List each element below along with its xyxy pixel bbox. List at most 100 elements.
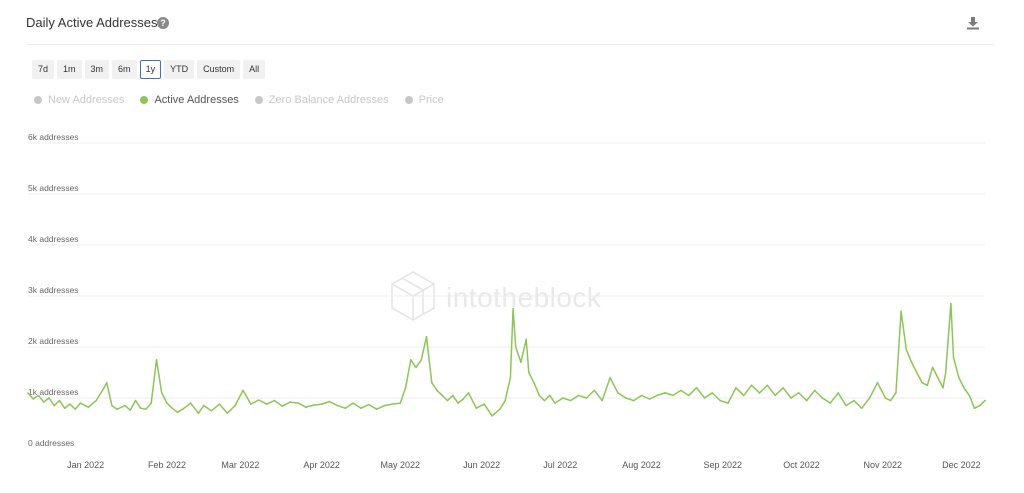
data-point: [952, 356, 955, 359]
range-button-3m[interactable]: 3m: [84, 60, 110, 79]
legend-item-price[interactable]: Price: [404, 94, 444, 106]
data-point: [265, 403, 268, 405]
data-point: [320, 403, 323, 405]
data-point: [533, 381, 535, 384]
x-tick-label: May 2022: [381, 460, 421, 470]
x-tick-label: Mar 2022: [221, 460, 259, 470]
data-point: [391, 403, 394, 405]
x-tick-label: Aug 2022: [622, 460, 661, 470]
data-point: [336, 404, 339, 407]
y-tick-label: 1k addresses: [28, 387, 79, 397]
data-point: [900, 310, 902, 313]
data-point: [944, 371, 947, 374]
data-point: [197, 412, 200, 415]
data-point: [475, 407, 478, 410]
data-point: [74, 408, 76, 411]
data-point: [420, 359, 423, 361]
data-point: [383, 404, 386, 407]
data-point: [32, 398, 34, 400]
data-point: [436, 389, 438, 392]
data-point: [53, 404, 55, 407]
data-point: [273, 399, 276, 402]
data-point: [37, 394, 40, 397]
data-point: [601, 399, 603, 402]
x-tick-label: Feb 2022: [148, 460, 186, 470]
range-button-1y[interactable]: 1y: [139, 60, 162, 79]
data-point: [446, 399, 449, 402]
data-point: [950, 302, 952, 305]
data-point: [735, 387, 737, 389]
data-point: [176, 411, 179, 414]
data-point: [352, 402, 354, 404]
data-point: [328, 400, 331, 403]
data-point: [979, 404, 981, 407]
legend-item-active-addresses[interactable]: Active Addresses: [140, 94, 239, 106]
watermark: intotheblock: [391, 271, 602, 321]
legend-label: New Addresses: [48, 94, 125, 106]
data-point: [79, 402, 82, 404]
data-point: [467, 392, 470, 394]
data-point: [512, 308, 514, 310]
data-point: [798, 392, 800, 394]
data-point: [884, 397, 887, 399]
data-point: [305, 406, 307, 409]
legend-dot-icon: [140, 96, 149, 104]
data-point: [289, 401, 292, 403]
data-point: [431, 381, 433, 384]
range-button-6m[interactable]: 6m: [112, 60, 137, 79]
data-point: [124, 404, 126, 407]
data-point: [984, 399, 986, 402]
x-tick-label: Jun 2022: [463, 460, 500, 470]
data-point: [111, 404, 113, 407]
legend-item-zero-balance-addresses[interactable]: Zero Balance Addresses: [254, 94, 389, 106]
download-icon[interactable]: [966, 16, 980, 30]
x-tick-label: Jan 2022: [67, 460, 104, 470]
data-point: [27, 392, 29, 394]
data-point: [889, 399, 892, 402]
data-point: [554, 402, 556, 404]
data-point: [42, 401, 45, 403]
y-tick-label: 5k addresses: [28, 183, 79, 193]
data-point: [837, 392, 839, 394]
data-point: [549, 394, 551, 397]
data-point: [69, 403, 71, 405]
help-icon[interactable]: ?: [157, 17, 169, 29]
data-point: [504, 399, 507, 402]
legend-label: Active Addresses: [154, 94, 239, 106]
range-button-7d[interactable]: 7d: [32, 60, 55, 79]
data-point: [968, 394, 971, 397]
legend-item-new-addresses[interactable]: New Addresses: [34, 94, 124, 106]
data-point: [499, 408, 501, 411]
data-point: [942, 387, 944, 389]
y-tick-label: 0 addresses: [28, 438, 74, 448]
data-point: [116, 408, 118, 411]
watermark-text: intotheblock: [446, 282, 602, 313]
range-button-1m[interactable]: 1m: [57, 60, 82, 79]
data-point: [344, 407, 347, 410]
data-point: [452, 394, 454, 397]
range-button-custom[interactable]: Custom: [197, 60, 241, 79]
data-point: [821, 397, 824, 399]
data-point: [441, 394, 444, 397]
data-point: [58, 399, 61, 402]
data-point: [829, 402, 832, 404]
data-point: [648, 398, 651, 400]
data-point: [166, 402, 168, 404]
data-point: [695, 387, 698, 389]
range-button-all[interactable]: All: [243, 60, 266, 79]
legend-label: Zero Balance Addresses: [268, 94, 389, 106]
data-point: [910, 361, 913, 364]
data-point: [609, 376, 611, 379]
range-button-ytd[interactable]: YTD: [164, 60, 195, 79]
data-point: [250, 403, 252, 405]
data-point: [509, 376, 512, 379]
data-point: [703, 397, 706, 399]
data-point: [672, 394, 674, 397]
data-point: [368, 403, 370, 406]
series-line-active-addresses[interactable]: [27, 302, 986, 417]
data-point: [656, 394, 659, 397]
data-point: [399, 402, 402, 404]
data-point: [538, 394, 541, 397]
data-point: [457, 402, 459, 404]
